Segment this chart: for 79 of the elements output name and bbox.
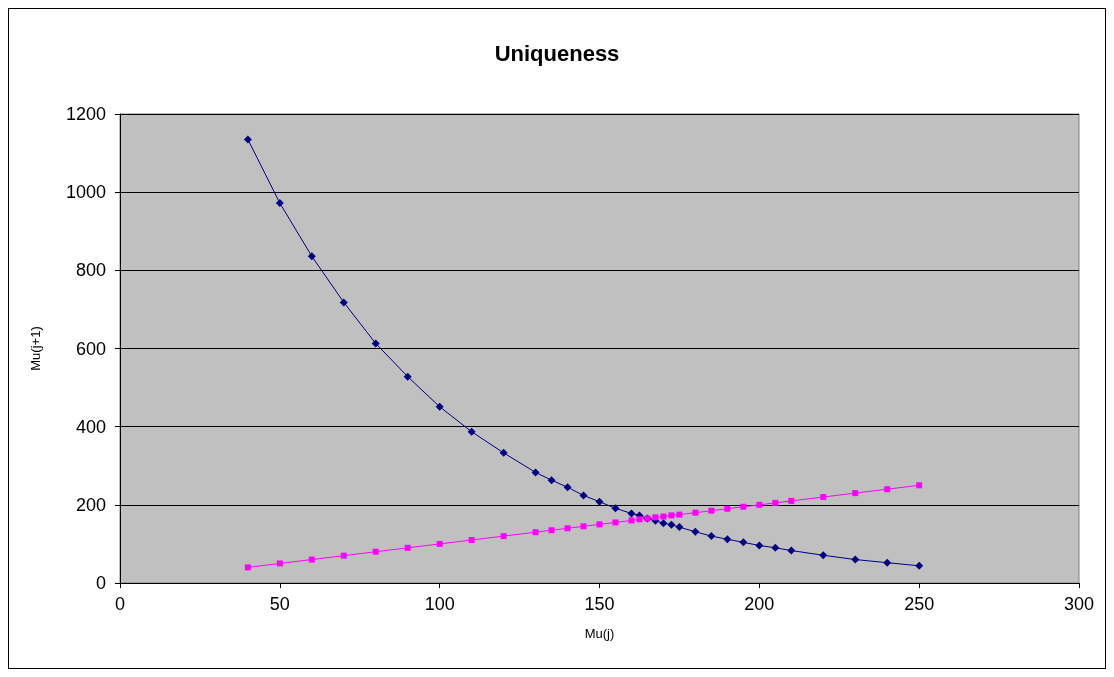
point xyxy=(740,503,747,510)
x-tick-label: 200 xyxy=(744,594,775,614)
point xyxy=(851,555,860,564)
point xyxy=(596,521,603,528)
point xyxy=(883,558,892,567)
point xyxy=(652,514,659,521)
point xyxy=(595,497,604,506)
point xyxy=(819,551,828,560)
point xyxy=(435,402,444,411)
point xyxy=(788,497,795,504)
x-axis-title: Mu(j) xyxy=(584,626,615,641)
point xyxy=(916,482,923,489)
y-tick-label: 0 xyxy=(95,573,106,593)
x-tick-label: 250 xyxy=(904,594,935,614)
point xyxy=(667,520,676,529)
x-tick-label: 50 xyxy=(269,594,290,614)
point xyxy=(403,372,412,381)
chart-title: Uniqueness xyxy=(494,40,620,66)
point xyxy=(772,499,779,506)
point xyxy=(692,509,699,516)
point xyxy=(852,490,859,497)
point xyxy=(676,511,683,518)
point xyxy=(371,339,380,348)
point xyxy=(707,532,716,541)
y-axis-title: Mu(j+1) xyxy=(28,326,43,371)
point xyxy=(499,448,508,457)
y-tick-label: 200 xyxy=(75,494,106,515)
point xyxy=(547,476,556,485)
point xyxy=(308,556,315,563)
point xyxy=(675,523,684,532)
point xyxy=(244,564,251,571)
point xyxy=(723,535,732,544)
x-tick-label: 300 xyxy=(1063,594,1095,614)
y-tick-label: 400 xyxy=(75,416,106,437)
point xyxy=(724,505,731,512)
point xyxy=(339,298,348,307)
point xyxy=(563,483,572,492)
point xyxy=(580,523,587,530)
point xyxy=(564,525,571,532)
x-tick-label: 0 xyxy=(114,594,126,614)
x-tick-label: 100 xyxy=(424,594,455,614)
point xyxy=(787,546,796,555)
point xyxy=(468,537,475,544)
point xyxy=(500,533,507,540)
point xyxy=(636,516,643,523)
point xyxy=(691,527,700,536)
point xyxy=(404,544,411,551)
point xyxy=(708,507,715,514)
point xyxy=(915,561,924,570)
point xyxy=(548,527,555,534)
point xyxy=(612,519,619,526)
point xyxy=(307,252,316,261)
point xyxy=(467,427,476,436)
point xyxy=(579,491,588,500)
y-tick-label: 1000 xyxy=(65,182,106,203)
point xyxy=(532,529,539,536)
point xyxy=(668,512,675,519)
point xyxy=(275,199,284,208)
point xyxy=(755,541,764,550)
y-tick-label: 800 xyxy=(75,260,106,281)
point xyxy=(659,519,668,528)
point xyxy=(531,468,540,477)
y-tick-label: 1200 xyxy=(65,104,106,124)
point xyxy=(739,538,748,547)
point xyxy=(771,543,780,552)
point xyxy=(611,504,620,513)
point xyxy=(884,486,891,493)
x-tick-label: 150 xyxy=(584,594,615,614)
point xyxy=(276,560,283,567)
point xyxy=(340,552,347,559)
point xyxy=(372,548,379,555)
y-tick-label: 600 xyxy=(75,338,106,359)
point xyxy=(436,540,443,547)
point xyxy=(756,501,763,508)
point xyxy=(660,513,667,520)
point xyxy=(627,509,636,518)
point xyxy=(628,517,635,524)
point xyxy=(820,494,827,501)
point xyxy=(243,135,252,144)
